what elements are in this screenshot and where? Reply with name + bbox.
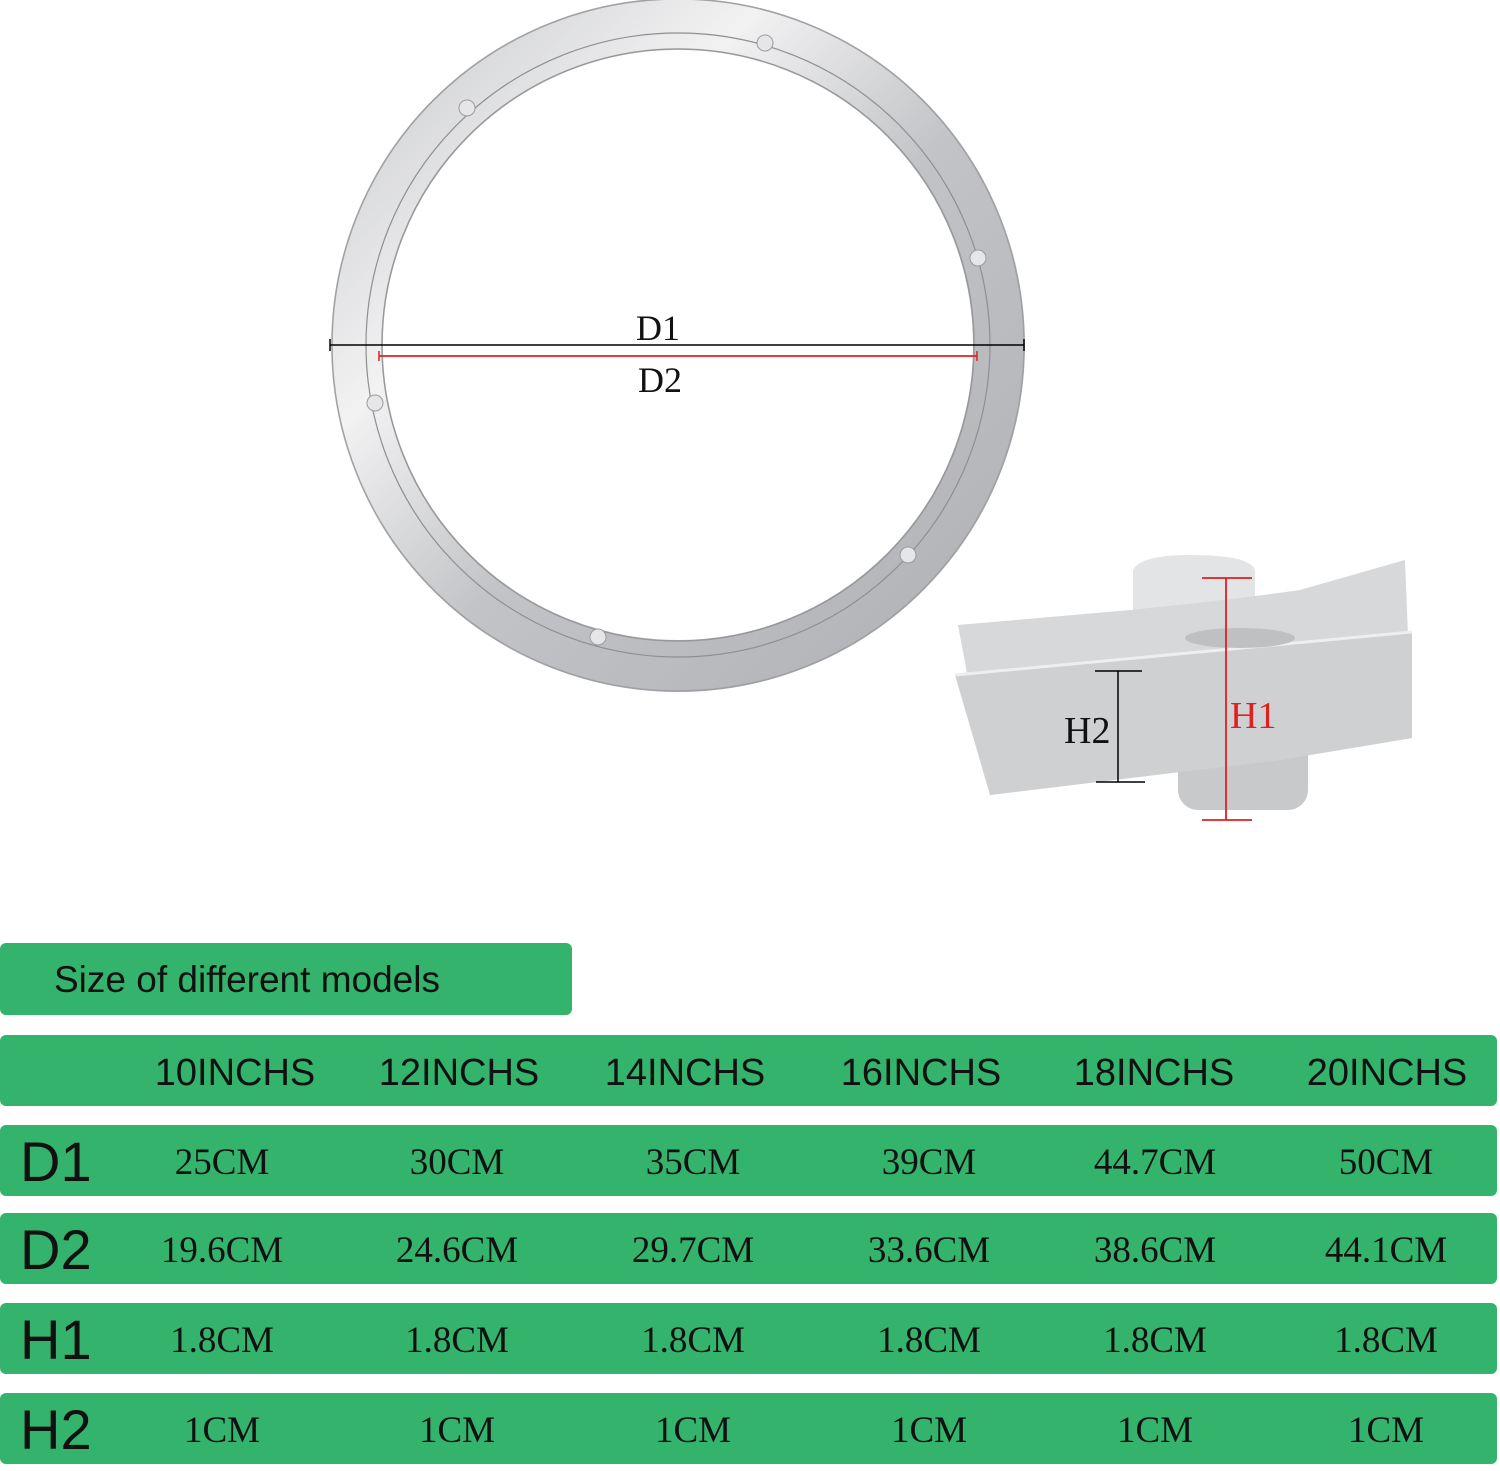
turntable-ring-diagram: D1 D2 — [329, 0, 1025, 692]
table-cell: 1CM — [890, 1410, 968, 1451]
table-cell: 25CM — [174, 1142, 270, 1183]
table-title-box: Size of different models — [0, 943, 572, 1015]
row-label: D2 — [20, 1218, 92, 1281]
table-cell: 1.8CM — [641, 1320, 745, 1361]
table-cell: 1CM — [183, 1410, 261, 1451]
table-cell: 35CM — [645, 1142, 741, 1183]
table-cell: 39CM — [881, 1142, 977, 1183]
h2-dimension-line — [1095, 670, 1145, 783]
block-shape — [954, 555, 1413, 810]
table-cell: 44.1CM — [1324, 1230, 1448, 1271]
table-cell: 38.6CM — [1093, 1230, 1217, 1271]
table-title: Size of different models — [54, 959, 440, 1000]
table-row-h2: H2 1CM 1CM 1CM 1CM 1CM 1CM — [0, 1393, 1497, 1464]
table-row-h1: H1 1.8CM 1.8CM 1.8CM 1.8CM 1.8CM 1.8CM — [0, 1303, 1497, 1374]
bearing-cross-section-diagram: H1 H2 — [954, 555, 1413, 821]
column-header: 10INCHS — [154, 1052, 316, 1094]
row-label: D1 — [20, 1130, 92, 1193]
column-header: 14INCHS — [604, 1052, 766, 1094]
table-cell: 1.8CM — [1334, 1320, 1438, 1361]
row-label: H1 — [20, 1308, 92, 1371]
table-cell: 30CM — [409, 1142, 505, 1183]
bearing-dots — [366, 34, 987, 646]
table-cell: 1.8CM — [1103, 1320, 1207, 1361]
table-cell: 33.6CM — [867, 1230, 991, 1271]
column-header: 16INCHS — [840, 1052, 1002, 1094]
column-header: 18INCHS — [1073, 1052, 1235, 1094]
d1-label: D1 — [636, 308, 680, 348]
h2-label: H2 — [1064, 710, 1110, 752]
table-cell: 1.8CM — [405, 1320, 509, 1361]
table-header-row: 10INCHS 12INCHS 14INCHS 16INCHS 18INCHS … — [0, 1035, 1497, 1106]
table-row-d2: D2 19.6CM 24.6CM 29.7CM 33.6CM 38.6CM 44… — [0, 1213, 1497, 1284]
table-cell: 19.6CM — [160, 1230, 284, 1271]
table-cell: 1.8CM — [170, 1320, 274, 1361]
table-cell: 44.7CM — [1093, 1142, 1217, 1183]
d1-dimension-line — [329, 339, 1025, 351]
column-header: 12INCHS — [378, 1052, 540, 1094]
table-cell: 24.6CM — [395, 1230, 519, 1271]
table-cell: 50CM — [1338, 1142, 1434, 1183]
table-cell: 1CM — [1347, 1410, 1425, 1451]
h1-dimension-line — [1202, 577, 1252, 821]
table-cell: 1CM — [1116, 1410, 1194, 1451]
row-label: H2 — [20, 1398, 92, 1461]
table-cell: 1.8CM — [877, 1320, 981, 1361]
table-row-d1: D1 25CM 30CM 35CM 39CM 44.7CM 50CM — [0, 1125, 1497, 1196]
h1-label: H1 — [1230, 695, 1276, 737]
table-cell: 29.7CM — [631, 1230, 755, 1271]
column-header: 20INCHS — [1306, 1052, 1468, 1094]
d2-dimension-line — [378, 351, 978, 361]
table-cell: 1CM — [418, 1410, 496, 1451]
table-cell: 1CM — [654, 1410, 732, 1451]
d2-label: D2 — [638, 360, 682, 400]
